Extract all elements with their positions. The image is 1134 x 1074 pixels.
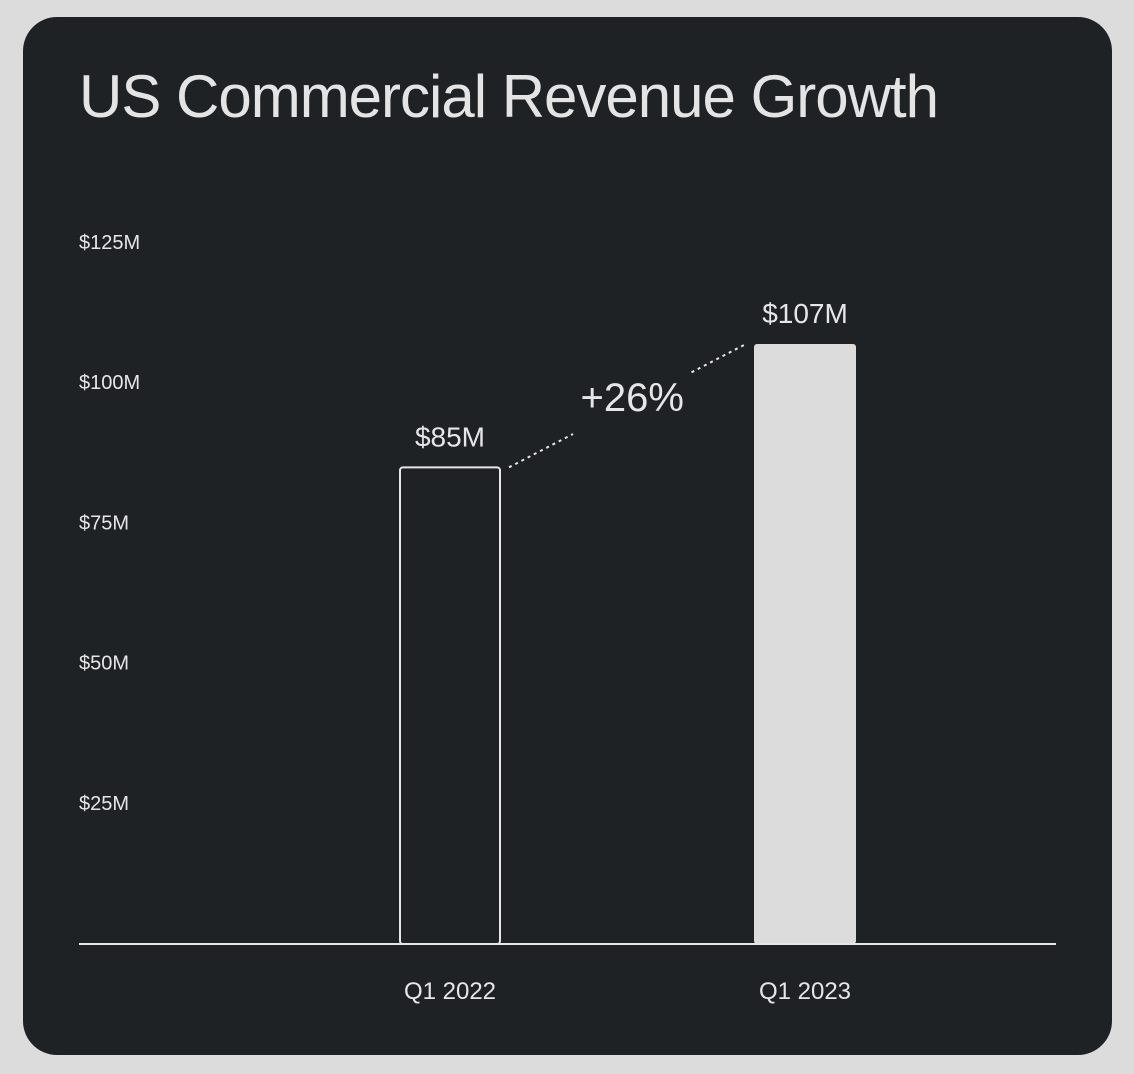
data-labels: $85M $107M — [415, 298, 848, 452]
y-tick-label: $50M — [79, 653, 129, 675]
y-tick-label: $125M — [79, 232, 140, 254]
y-tick-label: $75M — [79, 512, 129, 534]
bar-q1-2022 — [399, 466, 501, 945]
y-tick-label: $25M — [79, 793, 129, 815]
x-tick-label-q1-2023: Q1 2023 — [759, 978, 851, 1005]
growth-connector-segment — [691, 343, 747, 374]
chart-title: US Commercial Revenue Growth — [79, 63, 939, 130]
y-tick-label: $100M — [79, 372, 140, 394]
x-tick-label-q1-2022: Q1 2022 — [404, 978, 496, 1005]
bar-q1-2023 — [754, 343, 856, 945]
data-label-q1-2022: $85M — [415, 421, 485, 452]
x-tick-labels: Q1 2022 Q1 2023 — [404, 978, 851, 1005]
growth-connector — [508, 433, 574, 469]
y-tick-labels: $125M $100M $75M $50M $25M — [79, 232, 140, 815]
data-label-q1-2023: $107M — [762, 298, 848, 329]
chart-card — [23, 17, 1112, 1055]
growth-annotation: +26% — [581, 376, 684, 420]
